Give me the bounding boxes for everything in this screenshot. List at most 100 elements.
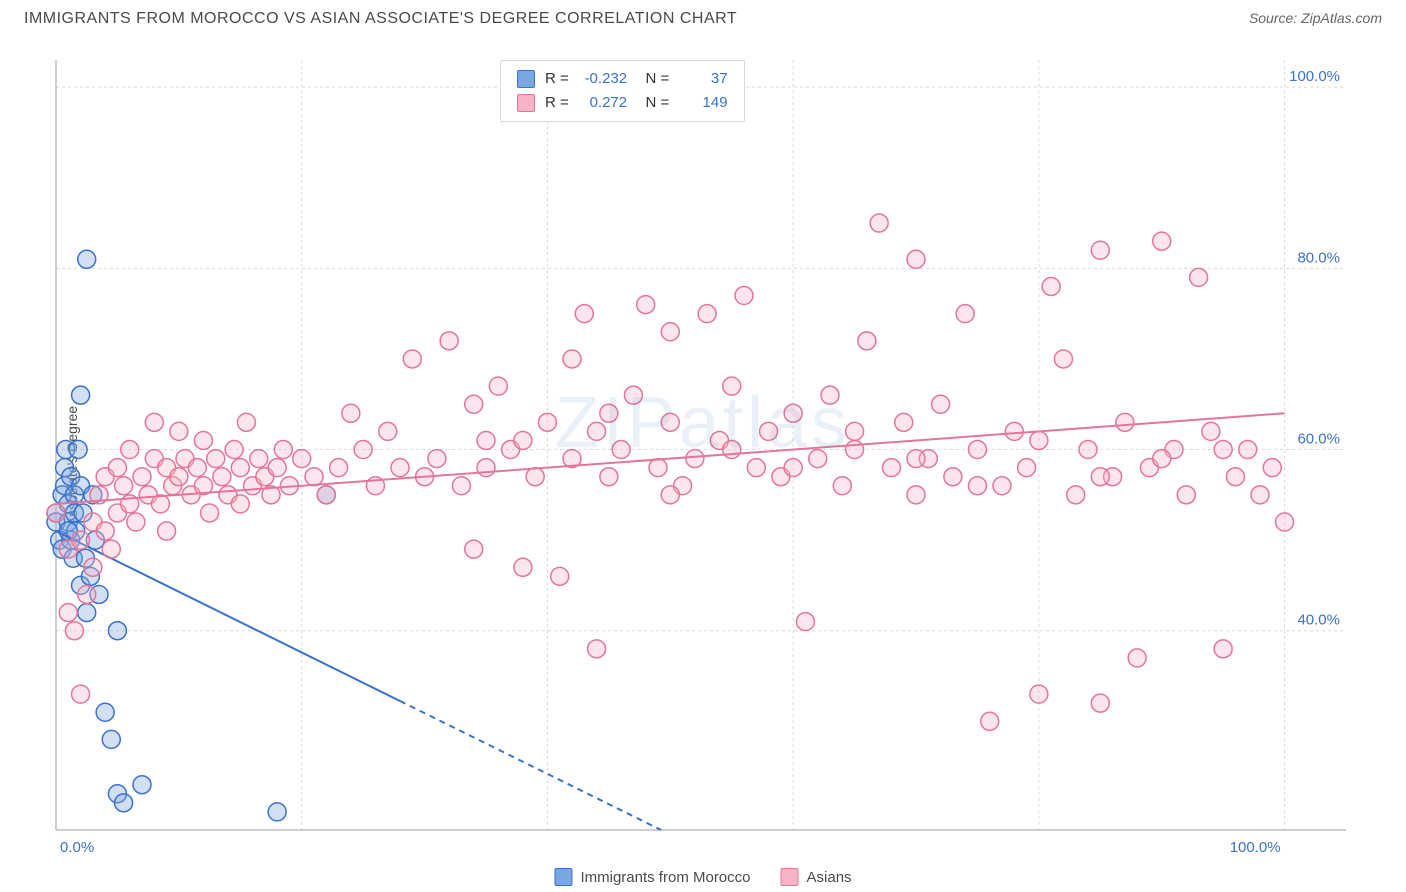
- y-tick-label: 40.0%: [1297, 612, 1340, 629]
- data-point: [1153, 450, 1171, 468]
- data-point: [477, 459, 495, 477]
- data-point: [968, 441, 986, 459]
- data-point: [268, 459, 286, 477]
- data-point: [1091, 694, 1109, 712]
- data-point: [102, 540, 120, 558]
- data-point: [170, 468, 188, 486]
- data-point: [78, 604, 96, 622]
- data-point: [895, 413, 913, 431]
- data-point: [1263, 459, 1281, 477]
- data-point: [379, 422, 397, 440]
- data-point: [846, 422, 864, 440]
- source-label: Source: ZipAtlas.com: [1249, 10, 1382, 26]
- data-point: [213, 468, 231, 486]
- data-point: [526, 468, 544, 486]
- data-point: [115, 794, 133, 812]
- trend-line-dashed: [400, 701, 661, 830]
- stat-n-label: N = 149: [637, 91, 727, 115]
- data-point: [723, 441, 741, 459]
- data-point: [784, 459, 802, 477]
- data-point: [588, 640, 606, 658]
- data-point: [1116, 413, 1134, 431]
- data-point: [201, 504, 219, 522]
- bottom-legend: Immigrants from Morocco Asians: [554, 868, 851, 886]
- data-point: [452, 477, 470, 495]
- data-point: [96, 703, 114, 721]
- stats-legend-box: R = -0.232 N = 37R = 0.272 N = 149: [500, 60, 745, 122]
- legend-item: Asians: [781, 868, 852, 886]
- data-point: [1030, 685, 1048, 703]
- data-point: [1054, 350, 1072, 368]
- data-point: [59, 604, 77, 622]
- data-point: [72, 531, 90, 549]
- data-point: [538, 413, 556, 431]
- stat-r-label: R = -0.232: [545, 67, 627, 91]
- data-point: [870, 214, 888, 232]
- data-point: [1214, 640, 1232, 658]
- stat-r-value: -0.232: [577, 67, 627, 91]
- stat-r-label: R = 0.272: [545, 91, 627, 115]
- chart-container: Associate's Degree 40.0%60.0%80.0%100.0%…: [0, 40, 1406, 892]
- data-point: [1018, 459, 1036, 477]
- data-point: [72, 386, 90, 404]
- legend-label: Immigrants from Morocco: [580, 869, 750, 886]
- data-point: [600, 404, 618, 422]
- data-point: [686, 450, 704, 468]
- data-point: [317, 486, 335, 504]
- data-point: [65, 622, 83, 640]
- data-point: [69, 441, 87, 459]
- legend-item: Immigrants from Morocco: [554, 868, 750, 886]
- data-point: [661, 413, 679, 431]
- data-point: [551, 567, 569, 585]
- data-point: [305, 468, 323, 486]
- data-point: [588, 422, 606, 440]
- data-point: [760, 422, 778, 440]
- chart-title: IMMIGRANTS FROM MOROCCO VS ASIAN ASSOCIA…: [24, 10, 737, 28]
- x-tick-label: 100.0%: [1230, 839, 1281, 856]
- data-point: [624, 386, 642, 404]
- data-point: [354, 441, 372, 459]
- stats-row: R = 0.272 N = 149: [517, 91, 728, 115]
- data-point: [96, 522, 114, 540]
- data-point: [145, 413, 163, 431]
- data-point: [637, 296, 655, 314]
- data-point: [84, 558, 102, 576]
- data-point: [1226, 468, 1244, 486]
- data-point: [907, 250, 925, 268]
- data-point: [981, 712, 999, 730]
- scatter-plot: 40.0%60.0%80.0%100.0%0.0%100.0%: [0, 40, 1406, 860]
- data-point: [115, 477, 133, 495]
- data-point: [809, 450, 827, 468]
- data-point: [932, 395, 950, 413]
- data-point: [250, 450, 268, 468]
- data-point: [1067, 486, 1085, 504]
- y-tick-label: 80.0%: [1297, 249, 1340, 266]
- data-point: [1276, 513, 1294, 531]
- stat-n-label: N = 37: [637, 67, 727, 91]
- data-point: [133, 468, 151, 486]
- data-point: [1214, 441, 1232, 459]
- data-point: [268, 803, 286, 821]
- data-point: [784, 404, 802, 422]
- data-point: [78, 585, 96, 603]
- data-point: [1030, 431, 1048, 449]
- data-point: [293, 450, 311, 468]
- stats-row: R = -0.232 N = 37: [517, 67, 728, 91]
- data-point: [858, 332, 876, 350]
- data-point: [846, 441, 864, 459]
- data-point: [158, 522, 176, 540]
- data-point: [514, 431, 532, 449]
- data-point: [133, 776, 151, 794]
- data-point: [956, 305, 974, 323]
- data-point: [465, 395, 483, 413]
- data-point: [428, 450, 446, 468]
- data-point: [514, 558, 532, 576]
- data-point: [575, 305, 593, 323]
- data-point: [882, 459, 900, 477]
- data-point: [330, 459, 348, 477]
- data-point: [661, 486, 679, 504]
- data-point: [944, 468, 962, 486]
- data-point: [735, 287, 753, 305]
- data-point: [1005, 422, 1023, 440]
- data-point: [1128, 649, 1146, 667]
